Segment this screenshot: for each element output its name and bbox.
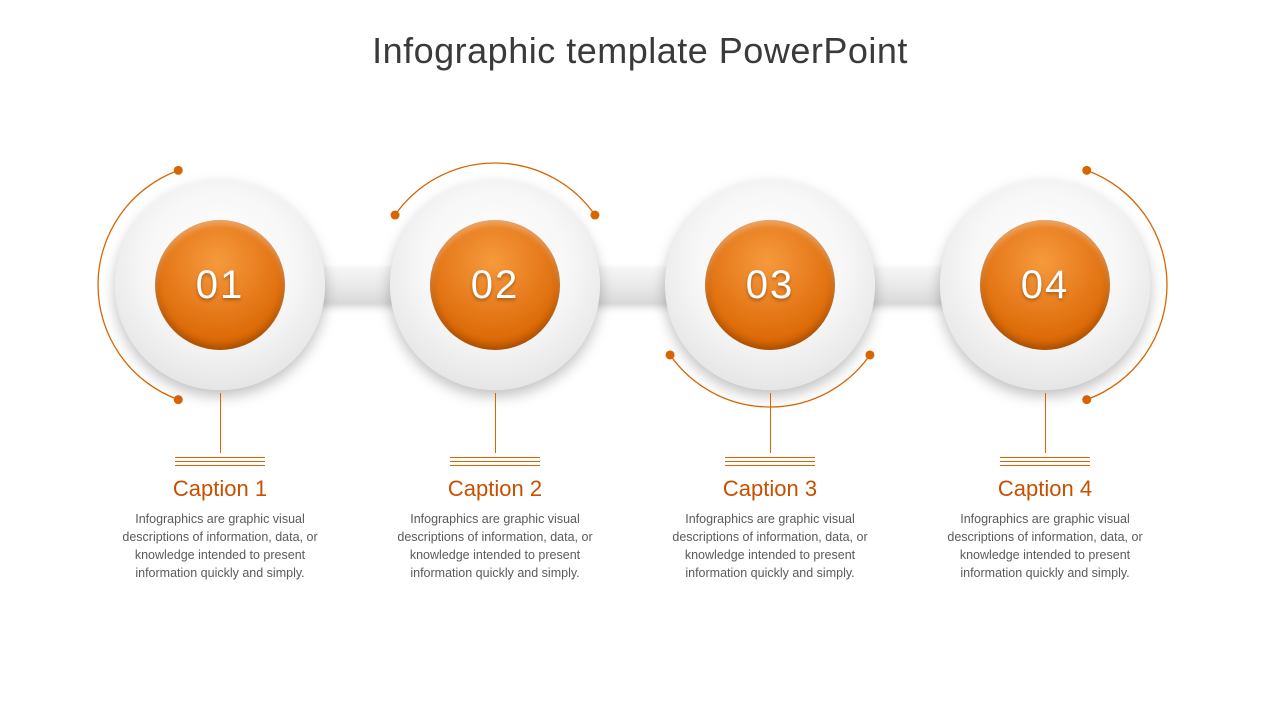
- orbit-dot-1-2: [174, 166, 183, 175]
- stem-2: [495, 393, 496, 453]
- stem-3: [770, 393, 771, 453]
- step-node-3: 03: [665, 180, 875, 390]
- caption-block-3: Caption 3 Infographics are graphic visua…: [650, 393, 890, 583]
- step-number-1: 01: [196, 263, 245, 308]
- stem-1: [220, 393, 221, 453]
- step-node-2: 02: [390, 180, 600, 390]
- caption-body-3: Infographics are graphic visual descript…: [650, 510, 890, 583]
- stem-4: [1045, 393, 1046, 453]
- caption-title-3: Caption 3: [650, 476, 890, 502]
- hash-2: [450, 457, 540, 466]
- hash-4: [1000, 457, 1090, 466]
- step-disc-1: 01: [155, 220, 285, 350]
- caption-title-2: Caption 2: [375, 476, 615, 502]
- step-node-4: 04: [940, 180, 1150, 390]
- step-disc-2: 02: [430, 220, 560, 350]
- page-title: Infographic template PowerPoint: [0, 30, 1280, 72]
- caption-block-1: Caption 1 Infographics are graphic visua…: [100, 393, 340, 583]
- caption-title-1: Caption 1: [100, 476, 340, 502]
- step-number-3: 03: [746, 263, 795, 308]
- caption-title-4: Caption 4: [925, 476, 1165, 502]
- step-number-2: 02: [471, 263, 520, 308]
- step-disc-3: 03: [705, 220, 835, 350]
- caption-body-4: Infographics are graphic visual descript…: [925, 510, 1165, 583]
- step-number-4: 04: [1021, 263, 1070, 308]
- hash-1: [175, 457, 265, 466]
- infographic-stage: 01 02 03 04 Caption 1 Infographics are g…: [0, 150, 1280, 710]
- caption-block-4: Caption 4 Infographics are graphic visua…: [925, 393, 1165, 583]
- hash-3: [725, 457, 815, 466]
- caption-body-2: Infographics are graphic visual descript…: [375, 510, 615, 583]
- step-node-1: 01: [115, 180, 325, 390]
- caption-block-2: Caption 2 Infographics are graphic visua…: [375, 393, 615, 583]
- orbit-dot-4-1: [1082, 166, 1091, 175]
- caption-body-1: Infographics are graphic visual descript…: [100, 510, 340, 583]
- step-disc-4: 04: [980, 220, 1110, 350]
